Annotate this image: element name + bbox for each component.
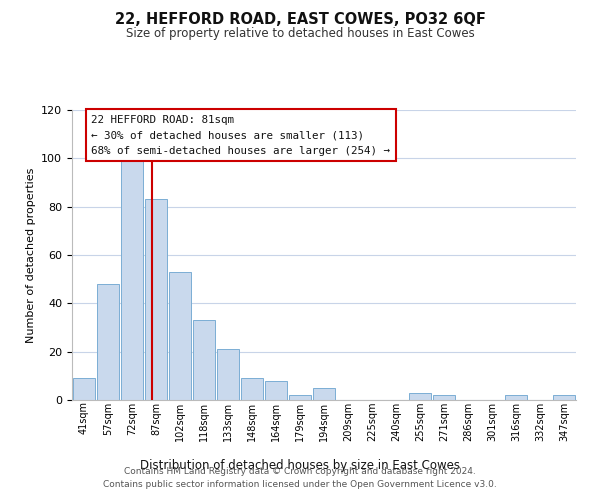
- Bar: [73, 378, 95, 400]
- Text: Size of property relative to detached houses in East Cowes: Size of property relative to detached ho…: [125, 28, 475, 40]
- Bar: [121, 161, 143, 400]
- Text: 22 HEFFORD ROAD: 81sqm
← 30% of detached houses are smaller (113)
68% of semi-de: 22 HEFFORD ROAD: 81sqm ← 30% of detached…: [91, 115, 390, 156]
- Bar: [313, 388, 335, 400]
- Bar: [97, 284, 119, 400]
- Bar: [265, 380, 287, 400]
- Y-axis label: Number of detached properties: Number of detached properties: [26, 168, 35, 342]
- Bar: [505, 395, 527, 400]
- Bar: [193, 320, 215, 400]
- Bar: [433, 395, 455, 400]
- Bar: [289, 395, 311, 400]
- Bar: [217, 349, 239, 400]
- Bar: [145, 200, 167, 400]
- Text: Contains HM Land Registry data © Crown copyright and database right 2024.
Contai: Contains HM Land Registry data © Crown c…: [103, 468, 497, 489]
- Text: Distribution of detached houses by size in East Cowes: Distribution of detached houses by size …: [140, 460, 460, 472]
- Bar: [241, 378, 263, 400]
- Bar: [409, 393, 431, 400]
- Bar: [169, 272, 191, 400]
- Text: 22, HEFFORD ROAD, EAST COWES, PO32 6QF: 22, HEFFORD ROAD, EAST COWES, PO32 6QF: [115, 12, 485, 28]
- Bar: [553, 395, 575, 400]
